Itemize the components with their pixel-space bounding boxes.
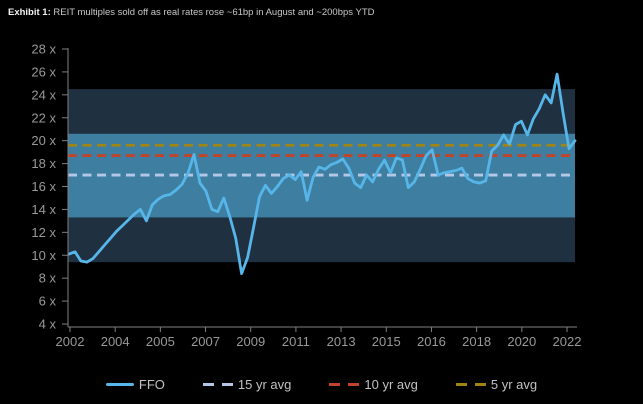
x-axis-ticks: 2002 2004 2005 2007 2009 2011 2013 2015 2016 2018… — [56, 327, 582, 349]
y-axis-ticks: 28 x 26 x 24 x 22 x 20 x 18 x 16 x 14 x 12 x 10 x… — [31, 42, 68, 332]
y-tick-label: 22 x — [31, 110, 56, 125]
dash-swatch-5yr — [455, 383, 486, 386]
y-tick-label: 10 x — [31, 248, 56, 263]
x-tick-label: 2004 — [101, 334, 130, 349]
y-tick-label: 6 x — [39, 294, 57, 309]
x-tick-label: 2016 — [417, 334, 446, 349]
y-tick-label: 12 x — [31, 225, 56, 240]
y-tick-label: 26 x — [31, 64, 56, 79]
x-tick-label: 2018 — [462, 334, 491, 349]
dash-swatch-10yr — [329, 383, 360, 386]
y-tick-label: 28 x — [31, 42, 56, 57]
y-tick-label: 8 x — [39, 271, 57, 286]
y-tick-label: 24 x — [31, 87, 56, 102]
x-tick-label: 2002 — [56, 334, 85, 349]
x-tick-label: 2022 — [553, 334, 582, 349]
y-tick-label: 4 x — [39, 317, 57, 332]
legend-label-ffo: FFO — [138, 377, 165, 392]
legend-label-5yr: 5 yr avg — [490, 377, 538, 392]
x-tick-label: 2005 — [146, 334, 175, 349]
x-tick-label: 2009 — [236, 334, 265, 349]
y-tick-label: 18 x — [31, 156, 56, 171]
x-tick-label: 2020 — [507, 334, 536, 349]
exhibit-label: Exhibit 1: — [8, 7, 51, 18]
y-tick-label: 16 x — [31, 179, 56, 194]
x-tick-label: 2015 — [372, 334, 401, 349]
x-tick-label: 2013 — [327, 334, 356, 349]
legend-item-ffo: FFO — [105, 377, 165, 392]
chart-legend: FFO 15 yr avg 10 yr avg 5 yr avg — [0, 377, 643, 392]
legend-item-5yr-avg: 5 yr avg — [455, 377, 538, 392]
chart-title: Exhibit 1: REIT multiples sold off as re… — [8, 7, 375, 18]
ffo-line-swatch — [105, 383, 134, 386]
x-tick-label: 2007 — [191, 334, 220, 349]
dash-swatch-15yr — [202, 383, 233, 386]
x-tick-label: 2011 — [282, 334, 310, 349]
legend-item-15yr-avg: 15 yr avg — [202, 377, 292, 392]
legend-label-10yr: 10 yr avg — [364, 377, 418, 392]
ffo-series-line — [67, 72, 577, 276]
legend-label-15yr: 15 yr avg — [237, 377, 292, 392]
title-text: REIT multiples sold off as real rates ro… — [53, 7, 375, 18]
y-tick-label: 20 x — [31, 133, 56, 148]
y-tick-label: 14 x — [31, 202, 56, 217]
legend-item-10yr-avg: 10 yr avg — [329, 377, 418, 392]
